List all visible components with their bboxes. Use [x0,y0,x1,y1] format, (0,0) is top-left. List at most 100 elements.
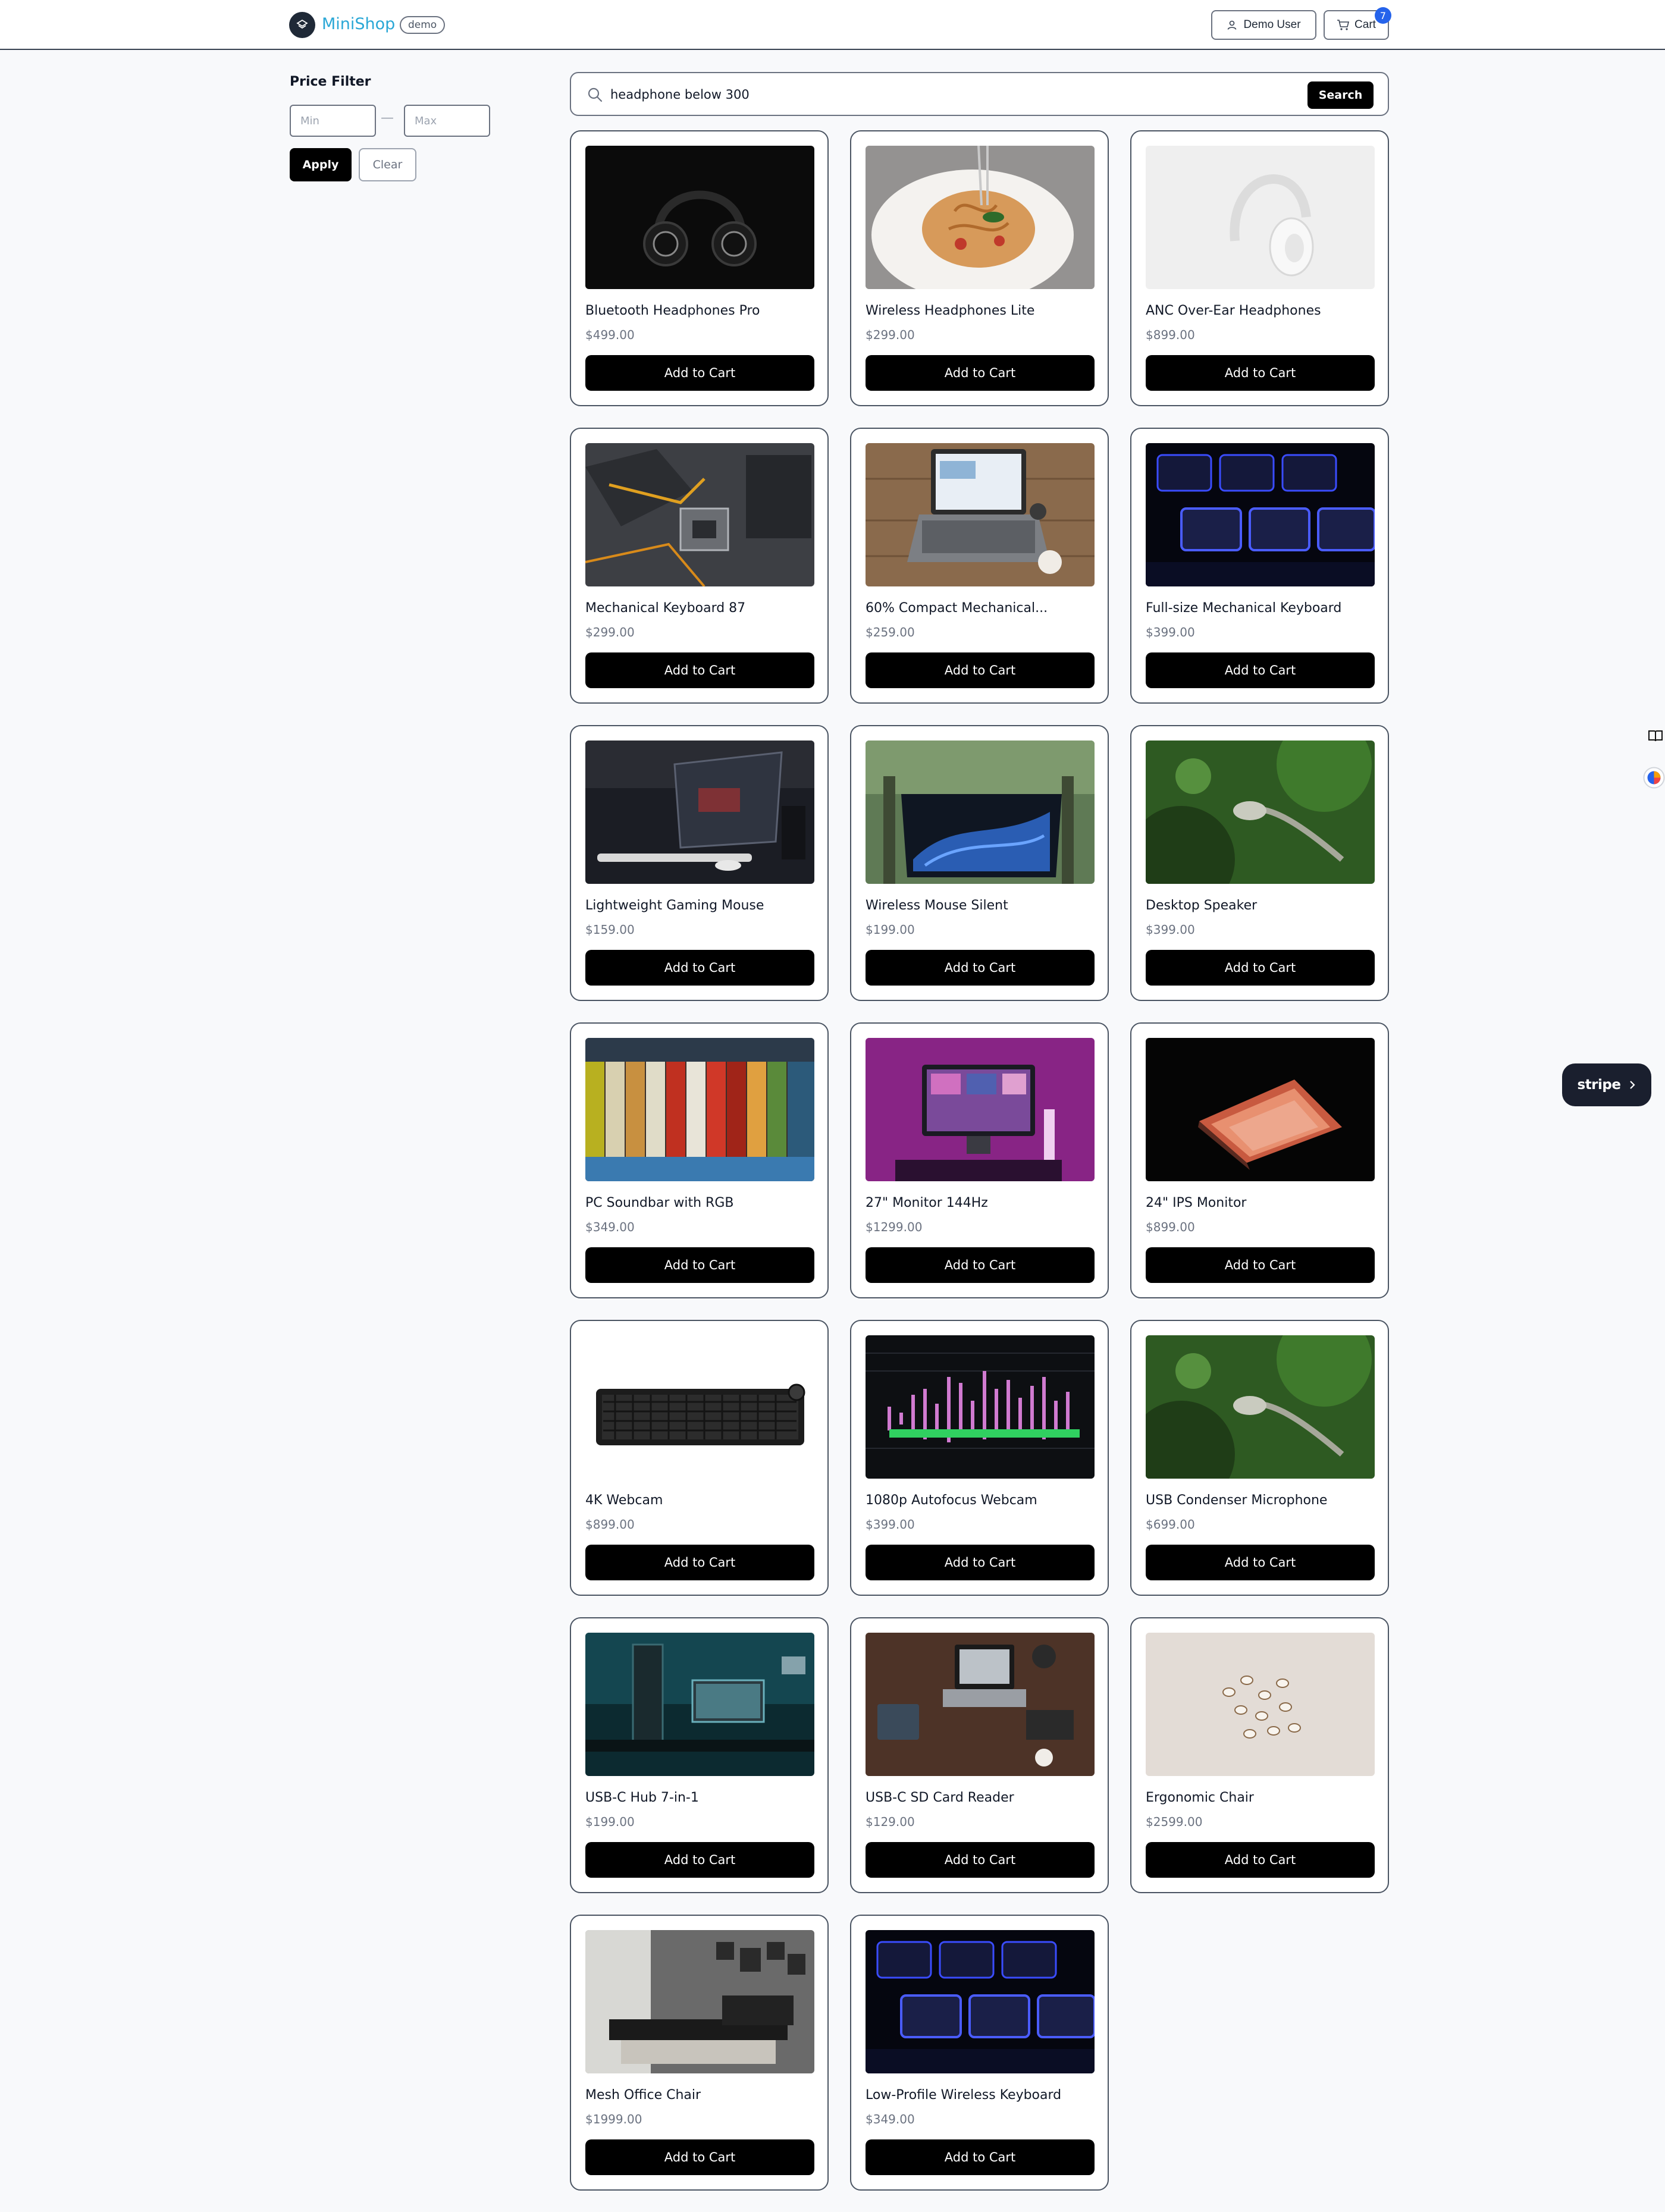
logo-icon[interactable] [289,12,315,38]
product-image[interactable] [585,146,814,289]
add-to-cart-button[interactable]: Add to Cart [866,652,1095,688]
product-image[interactable] [585,1633,814,1776]
add-to-cart-button[interactable]: Add to Cart [585,950,814,986]
add-to-cart-button[interactable]: Add to Cart [866,355,1095,391]
product-name[interactable]: Wireless Mouse Silent [866,898,1008,913]
product-price: $299.00 [585,625,635,639]
product-card: Bluetooth Headphones Pro $499.00 Add to … [570,130,829,406]
cart-label: Cart [1354,18,1376,31]
demo-badge: demo [400,16,446,34]
product-name[interactable]: USB Condenser Microphone [1146,1493,1328,1508]
product-image[interactable] [585,443,814,586]
product-name[interactable]: Mechanical Keyboard 87 [585,601,746,616]
product-card: 60% Compact Mechanical... $259.00 Add to… [850,428,1109,704]
product-image[interactable] [866,146,1095,289]
product-image[interactable] [1146,1335,1375,1479]
product-name[interactable]: ANC Over-Ear Headphones [1146,303,1321,318]
top-header: MiniShop demo Demo User Cart 7 [0,0,1665,50]
product-name[interactable]: 60% Compact Mechanical... [866,601,1048,616]
product-card: USB Condenser Microphone $699.00 Add to … [1130,1320,1389,1596]
product-image[interactable] [1146,741,1375,884]
add-to-cart-button[interactable]: Add to Cart [585,355,814,391]
add-to-cart-button[interactable]: Add to Cart [1146,1545,1375,1580]
add-to-cart-button[interactable]: Add to Cart [585,1247,814,1283]
product-image[interactable] [1146,1038,1375,1181]
product-image[interactable] [866,1335,1095,1479]
product-price: $899.00 [1146,328,1195,342]
product-image[interactable] [585,741,814,884]
product-name[interactable]: USB-C SD Card Reader [866,1790,1014,1805]
product-card: USB-C Hub 7-in-1 $199.00 Add to Cart [570,1617,829,1893]
stripe-badge[interactable]: stripe [1562,1063,1651,1106]
product-name[interactable]: PC Soundbar with RGB [585,1196,734,1210]
product-image[interactable] [866,1038,1095,1181]
product-image[interactable] [585,1038,814,1181]
product-name[interactable]: 4K Webcam [585,1493,663,1508]
add-to-cart-button[interactable]: Add to Cart [866,2139,1095,2175]
product-card: Wireless Headphones Lite $299.00 Add to … [850,130,1109,406]
product-image[interactable] [1146,1633,1375,1776]
add-to-cart-button[interactable]: Add to Cart [1146,950,1375,986]
product-price: $199.00 [585,1815,635,1829]
min-price-input[interactable] [290,105,376,137]
user-menu-button[interactable]: Demo User [1211,10,1316,40]
user-icon [1228,20,1237,30]
add-to-cart-button[interactable]: Add to Cart [585,1545,814,1580]
search-bar: Search [570,72,1389,116]
product-price: $349.00 [585,1220,635,1234]
clear-filter-button[interactable]: Clear [359,148,416,181]
product-name[interactable]: Low-Profile Wireless Keyboard [866,2088,1062,2103]
product-name[interactable]: Bluetooth Headphones Pro [585,303,760,318]
product-name[interactable]: Ergonomic Chair [1146,1790,1254,1805]
product-image[interactable] [1146,146,1375,289]
search-button[interactable]: Search [1307,81,1374,109]
product-price: $259.00 [866,625,915,639]
product-image[interactable] [866,1930,1095,2073]
product-image[interactable] [585,1335,814,1479]
add-to-cart-button[interactable]: Add to Cart [866,950,1095,986]
product-name[interactable]: Full-size Mechanical Keyboard [1146,601,1342,616]
product-name[interactable]: Mesh Office Chair [585,2088,701,2103]
product-image[interactable] [585,1930,814,2073]
product-name[interactable]: Desktop Speaker [1146,898,1258,913]
add-to-cart-button[interactable]: Add to Cart [1146,1842,1375,1878]
product-price: $299.00 [866,328,915,342]
price-filter-title: Price Filter [290,74,371,89]
product-name[interactable]: Lightweight Gaming Mouse [585,898,764,913]
product-price: $399.00 [1146,923,1195,937]
product-price: $2599.00 [1146,1815,1203,1829]
search-input[interactable] [610,81,1265,108]
add-to-cart-button[interactable]: Add to Cart [1146,355,1375,391]
product-card: 1080p Autofocus Webcam $399.00 Add to Ca… [850,1320,1109,1596]
add-to-cart-button[interactable]: Add to Cart [585,2139,814,2175]
product-price: $349.00 [866,2112,915,2126]
max-price-input[interactable] [404,105,490,137]
product-name[interactable]: 24" IPS Monitor [1146,1196,1247,1210]
book-icon[interactable] [1648,729,1663,742]
product-name[interactable]: 1080p Autofocus Webcam [866,1493,1037,1508]
product-name[interactable]: Wireless Headphones Lite [866,303,1035,318]
brand-name[interactable]: MiniShop [322,15,396,33]
color-picker-icon[interactable] [1643,767,1665,789]
product-price: $159.00 [585,923,635,937]
product-card: 4K Webcam $899.00 Add to Cart [570,1320,829,1596]
product-card: 24" IPS Monitor $899.00 Add to Cart [1130,1022,1389,1298]
add-to-cart-button[interactable]: Add to Cart [866,1247,1095,1283]
cart-count-badge: 7 [1375,7,1391,24]
product-price: $399.00 [1146,625,1195,639]
add-to-cart-button[interactable]: Add to Cart [585,1842,814,1878]
add-to-cart-button[interactable]: Add to Cart [866,1842,1095,1878]
product-card: Ergonomic Chair $2599.00 Add to Cart [1130,1617,1389,1893]
product-name[interactable]: USB-C Hub 7-in-1 [585,1790,699,1805]
add-to-cart-button[interactable]: Add to Cart [585,652,814,688]
product-price: $129.00 [866,1815,915,1829]
apply-filter-button[interactable]: Apply [290,148,352,181]
add-to-cart-button[interactable]: Add to Cart [866,1545,1095,1580]
product-image[interactable] [1146,443,1375,586]
product-image[interactable] [866,1633,1095,1776]
add-to-cart-button[interactable]: Add to Cart [1146,1247,1375,1283]
add-to-cart-button[interactable]: Add to Cart [1146,652,1375,688]
product-name[interactable]: 27" Monitor 144Hz [866,1196,988,1210]
product-image[interactable] [866,443,1095,586]
product-image[interactable] [866,741,1095,884]
